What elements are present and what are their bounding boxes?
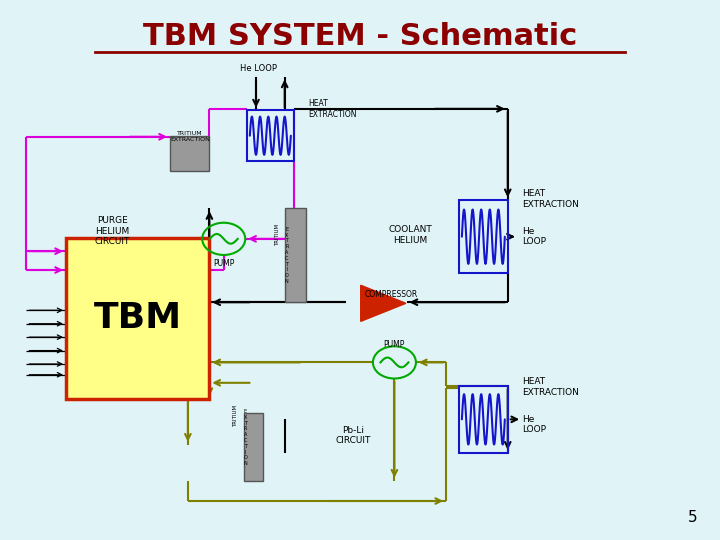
Bar	[170, 136, 210, 171]
Text: COOLANT
HELIUM: COOLANT HELIUM	[388, 225, 432, 245]
Text: He
LOOP: He LOOP	[522, 227, 546, 246]
Text: HEAT
EXTRACTION: HEAT EXTRACTION	[522, 190, 579, 209]
Bar	[244, 414, 264, 481]
Text: Pb-Li
CIRCUIT: Pb-Li CIRCUIT	[335, 426, 371, 445]
Text: TRITIUM: TRITIUM	[233, 405, 238, 427]
Text: HEAT
EXTRACTION: HEAT EXTRACTION	[308, 99, 357, 119]
Bar	[459, 386, 508, 453]
Text: E
X
T
R
A
C
T
I
O
N: E X T R A C T I O N	[285, 227, 289, 284]
Text: HEAT
EXTRACTION: HEAT EXTRACTION	[522, 377, 579, 397]
Text: PUMP: PUMP	[213, 259, 235, 268]
Text: He LOOP: He LOOP	[240, 64, 276, 73]
Text: TRITIUM
EXTRACTION: TRITIUM EXTRACTION	[170, 131, 210, 142]
Bar	[247, 110, 294, 161]
Text: PURGE
HELIUM
CIRCUIT: PURGE HELIUM CIRCUIT	[95, 217, 130, 246]
Text: 5: 5	[688, 510, 697, 525]
Text: TBM SYSTEM - Schematic: TBM SYSTEM - Schematic	[143, 22, 577, 51]
Text: He
LOOP: He LOOP	[522, 415, 546, 434]
Bar	[66, 238, 210, 399]
Text: PUMP: PUMP	[384, 340, 405, 349]
Bar	[284, 208, 306, 302]
Bar	[459, 200, 508, 273]
Text: TRITIUM: TRITIUM	[275, 224, 280, 246]
Text: E
X
T
R
A
C
T
I
O
N: E X T R A C T I O N	[243, 409, 247, 466]
Text: COMPRESSOR: COMPRESSOR	[364, 289, 418, 299]
Text: TBM: TBM	[94, 301, 181, 335]
Polygon shape	[361, 285, 406, 321]
